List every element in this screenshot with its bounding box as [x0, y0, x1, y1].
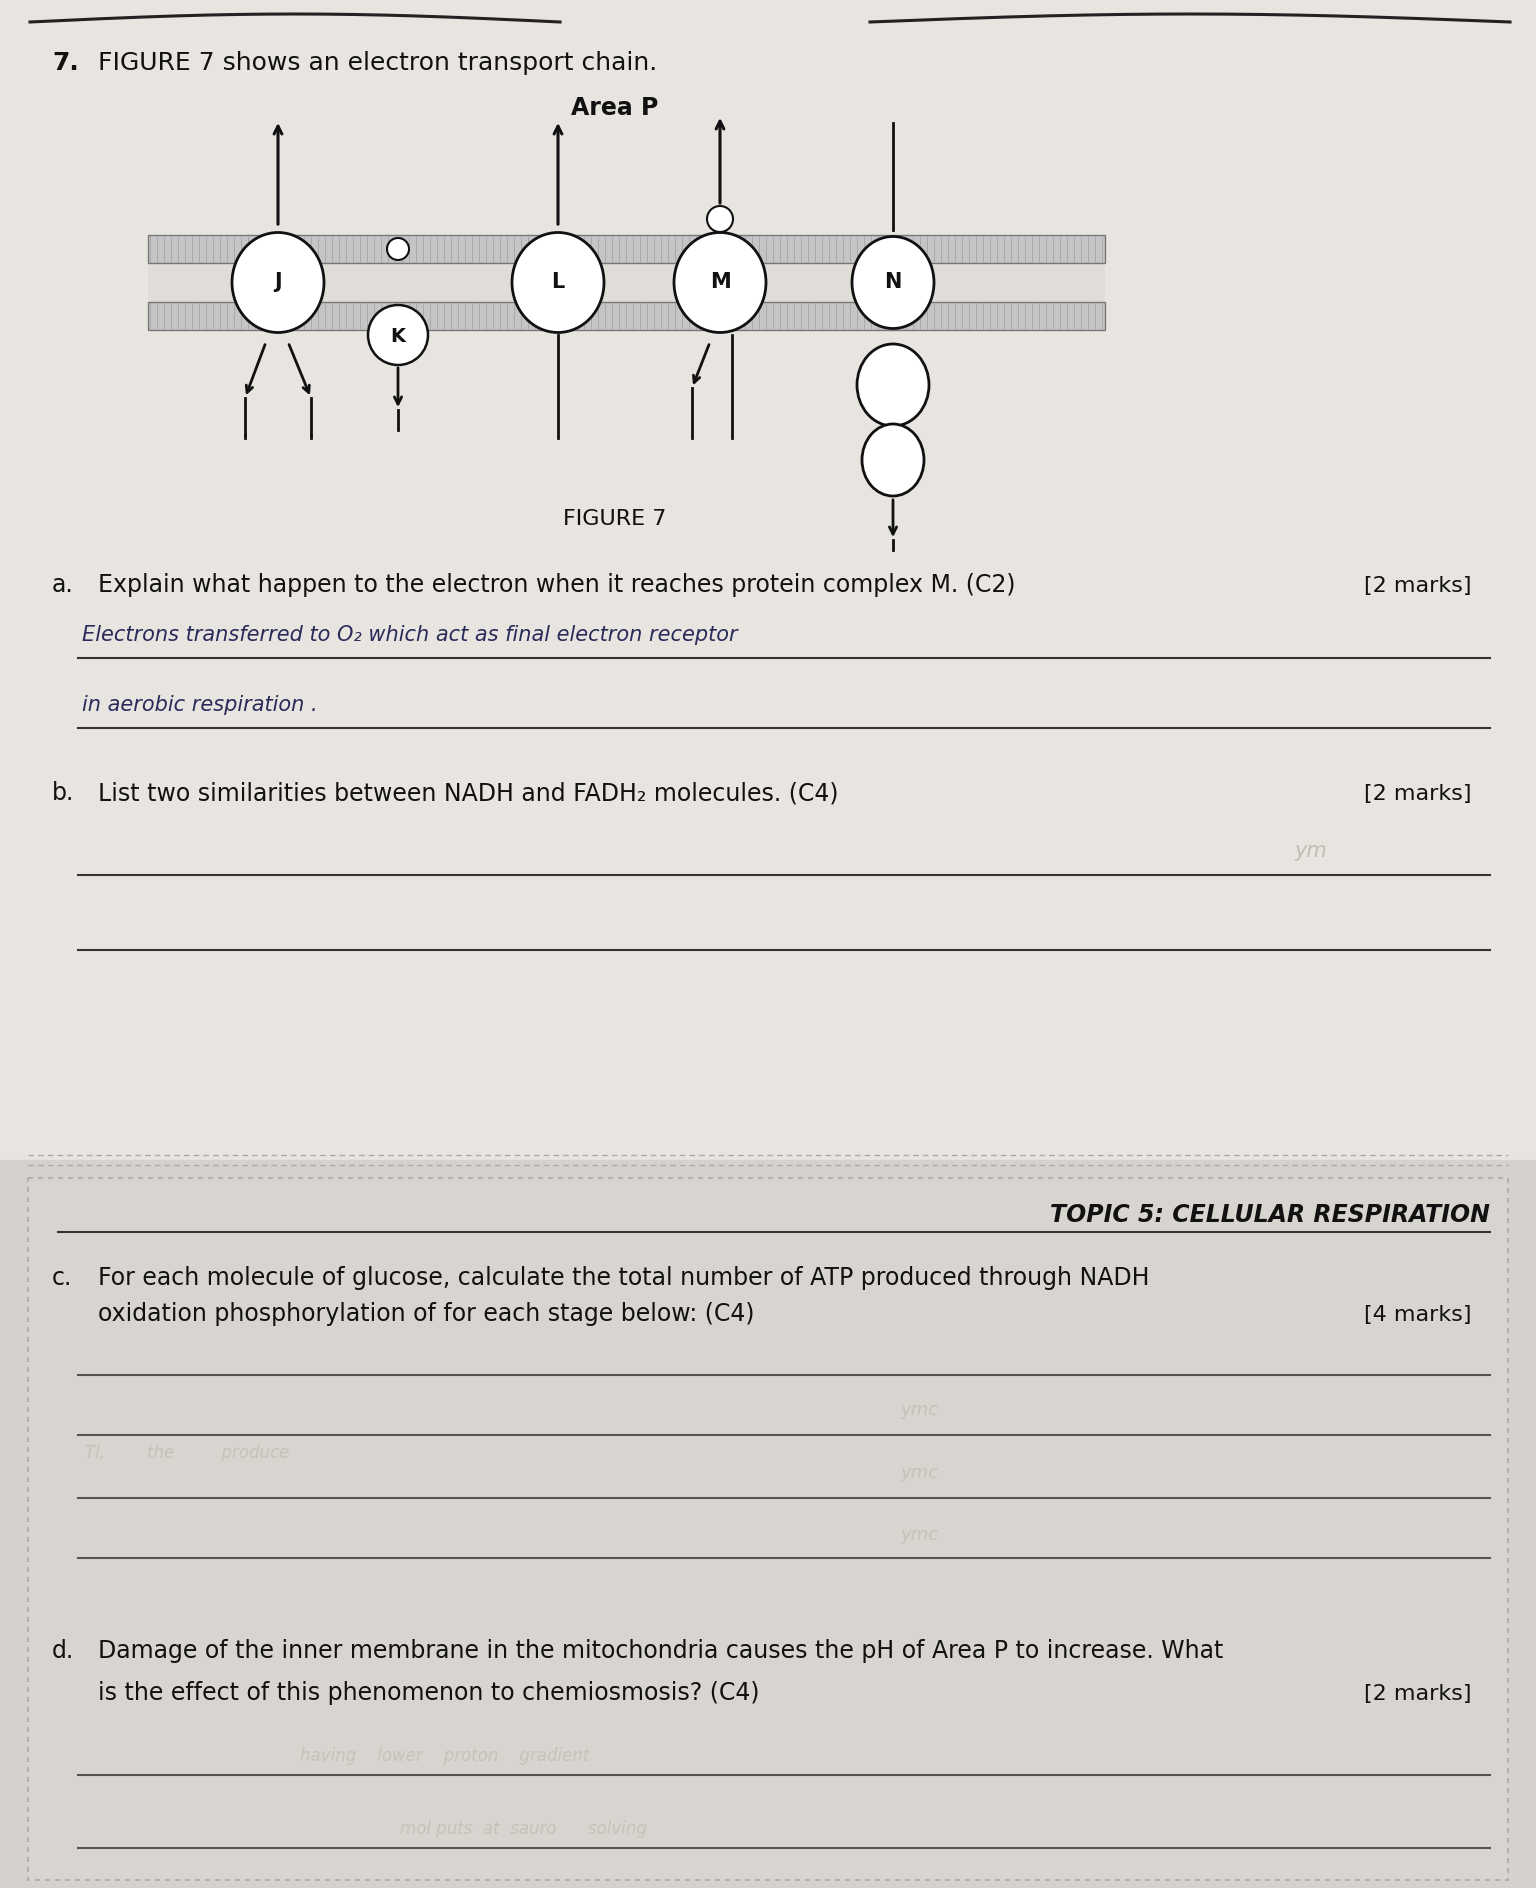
- Text: [2 marks]: [2 marks]: [1364, 576, 1471, 597]
- Bar: [0, 1159, 1536, 1888]
- Text: Area P: Area P: [571, 96, 659, 121]
- Text: TOPIC 5: CELLULAR RESPIRATION: TOPIC 5: CELLULAR RESPIRATION: [1051, 1203, 1490, 1227]
- Text: N: N: [885, 272, 902, 293]
- Text: FIGURE 7 shows an electron transport chain.: FIGURE 7 shows an electron transport cha…: [98, 51, 657, 76]
- Circle shape: [707, 206, 733, 232]
- Ellipse shape: [511, 232, 604, 332]
- Text: a.: a.: [52, 572, 74, 597]
- Text: is the effect of this phenomenon to chemiosmosis? (C4): is the effect of this phenomenon to chem…: [98, 1680, 759, 1705]
- Text: [4 marks]: [4 marks]: [1364, 1305, 1471, 1325]
- Text: 7.: 7.: [52, 51, 78, 76]
- Text: FIGURE 7: FIGURE 7: [564, 510, 667, 529]
- Text: [2 marks]: [2 marks]: [1364, 1684, 1471, 1705]
- Text: b.: b.: [52, 782, 74, 804]
- Text: in aerobic respiration .: in aerobic respiration .: [81, 695, 318, 716]
- Ellipse shape: [674, 232, 766, 332]
- Text: ymc: ymc: [900, 1526, 938, 1544]
- Text: M: M: [710, 272, 731, 293]
- Text: Damage of the inner membrane in the mitochondria causes the pH of Area P to incr: Damage of the inner membrane in the mito…: [98, 1639, 1223, 1663]
- Ellipse shape: [852, 236, 934, 329]
- Text: List two similarities between NADH and FADH₂ molecules. (C4): List two similarities between NADH and F…: [98, 782, 839, 804]
- Text: Electrons transferred to O₂ which act as final electron receptor: Electrons transferred to O₂ which act as…: [81, 625, 737, 646]
- FancyBboxPatch shape: [28, 1178, 1508, 1880]
- Text: d.: d.: [52, 1639, 74, 1663]
- Text: J: J: [275, 272, 281, 293]
- Bar: [147, 262, 1104, 302]
- Text: mol puts  at  sauro      solving: mol puts at sauro solving: [399, 1820, 647, 1839]
- Text: Explain what happen to the electron when it reaches protein complex M. (C2): Explain what happen to the electron when…: [98, 572, 1015, 597]
- Text: L: L: [551, 272, 565, 293]
- Bar: [0, 0, 1536, 1159]
- Text: K: K: [390, 327, 406, 347]
- Text: oxidation phosphorylation of for each stage below: (C4): oxidation phosphorylation of for each st…: [98, 1303, 754, 1325]
- Text: ymc: ymc: [900, 1463, 938, 1482]
- Circle shape: [369, 306, 429, 364]
- Bar: [147, 234, 1104, 262]
- Text: having    lower    proton    gradient: having lower proton gradient: [300, 1746, 590, 1765]
- Bar: [147, 302, 1104, 330]
- Ellipse shape: [232, 232, 324, 332]
- Text: c.: c.: [52, 1267, 72, 1290]
- Text: ym: ym: [1295, 840, 1327, 861]
- Text: ymc: ymc: [900, 1401, 938, 1420]
- Text: Tl,        the         produce: Tl, the produce: [84, 1444, 289, 1461]
- Ellipse shape: [862, 425, 925, 497]
- Text: [2 marks]: [2 marks]: [1364, 784, 1471, 804]
- Text: For each molecule of glucose, calculate the total number of ATP produced through: For each molecule of glucose, calculate …: [98, 1267, 1149, 1290]
- Ellipse shape: [857, 344, 929, 427]
- Circle shape: [387, 238, 409, 261]
